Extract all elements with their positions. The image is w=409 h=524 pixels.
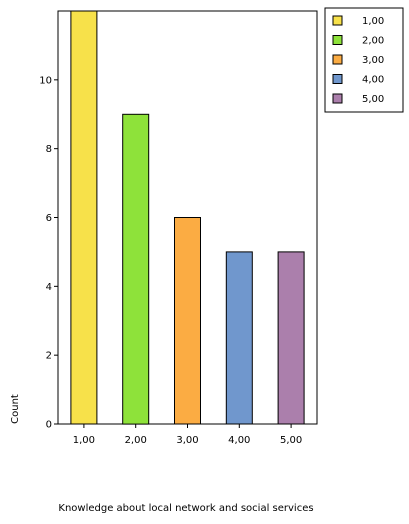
y-tick-label: 4 bbox=[46, 282, 52, 293]
y-tick-label: 8 bbox=[46, 144, 52, 155]
legend-swatch-1 bbox=[332, 15, 343, 26]
legend-label-2: 2,00 bbox=[362, 36, 384, 47]
x-tick-label: 2,00 bbox=[125, 435, 147, 446]
legend-swatch-3 bbox=[332, 54, 343, 65]
x-tick-label: 4,00 bbox=[228, 435, 250, 446]
legend-swatch-2 bbox=[332, 35, 343, 45]
x-tick-label: 3,00 bbox=[176, 435, 198, 446]
x-axis-title: Knowledge about local network and social… bbox=[58, 503, 313, 514]
legend-label-3: 3,00 bbox=[362, 55, 384, 66]
x-axis: 1,00 2,00 3,00 4,00 5,00 bbox=[73, 424, 302, 446]
bar-4 bbox=[225, 251, 253, 425]
y-tick-label: 2 bbox=[46, 351, 52, 362]
y-tick-label: 0 bbox=[46, 420, 52, 431]
bar-1 bbox=[70, 10, 98, 425]
legend: 1,00 2,00 3,00 4,00 5,00 bbox=[324, 7, 404, 113]
bar-5 bbox=[277, 251, 305, 425]
legend-label-5: 5,00 bbox=[362, 94, 384, 105]
bar-3 bbox=[174, 217, 201, 425]
legend-swatch-5 bbox=[332, 93, 343, 104]
bar-2 bbox=[122, 113, 150, 425]
y-axis: 0 2 4 6 8 10 bbox=[39, 75, 58, 431]
x-tick-label: 1,00 bbox=[73, 435, 95, 446]
y-tick-label: 6 bbox=[46, 213, 52, 224]
legend-label-4: 4,00 bbox=[362, 75, 384, 86]
bars-group bbox=[70, 10, 305, 425]
legend-swatch-4 bbox=[332, 74, 343, 84]
y-axis-title: Count bbox=[10, 394, 21, 424]
y-tick-label: 10 bbox=[39, 75, 52, 86]
legend-label-1: 1,00 bbox=[362, 16, 384, 27]
x-tick-label: 5,00 bbox=[280, 435, 302, 446]
